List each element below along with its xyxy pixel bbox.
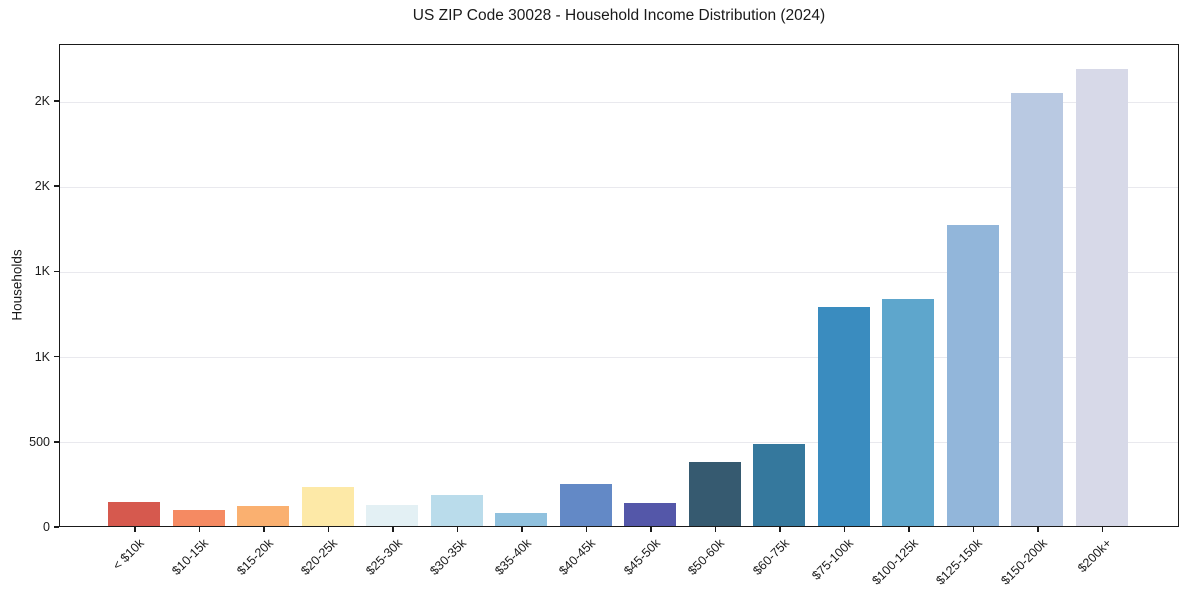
x-tick-label-text: $75-100k: [809, 536, 857, 583]
bar-$25-30k: [366, 504, 419, 526]
x-tick-mark: [972, 527, 975, 532]
x-tick-mark: [908, 527, 910, 532]
bar-$45-50k: [624, 503, 677, 526]
bar-$50-60k: [688, 462, 741, 526]
x-tick-label-text: $35-40k: [492, 536, 534, 578]
x-tick-label-text: $40-45k: [556, 536, 599, 578]
x-tick-mark: [392, 527, 394, 532]
x-tick-mark: [779, 527, 781, 532]
y-tick-mark: [54, 100, 59, 102]
x-tick-mark: [521, 527, 523, 532]
x-tick-label-text: $100-125k: [869, 536, 921, 588]
x-tick-mark: [714, 527, 717, 532]
bar-$60-75k: [753, 444, 806, 526]
x-tick-label-text: $200k+: [1075, 536, 1115, 576]
bar-$75-100k: [817, 307, 870, 526]
bar-$20-25k: [301, 486, 354, 526]
x-tick-label-text: $60-75k: [750, 536, 792, 578]
y-tick-label: 1K: [34, 349, 50, 364]
chart-title: US ZIP Code 30028 - Household Income Dis…: [412, 7, 826, 24]
bar-< $10k: [108, 502, 161, 526]
bar-$10-15k: [172, 509, 225, 526]
y-tick-label: 2K: [34, 179, 50, 194]
bar-$150-200k: [1011, 92, 1064, 526]
gridline: [60, 271, 1178, 273]
x-tick-label-text: $50-60k: [685, 536, 728, 578]
bar-$15-20k: [237, 505, 290, 526]
x-tick-label-text: $20-25k: [298, 536, 341, 578]
x-tick-mark: [456, 527, 459, 532]
bar-$125-150k: [946, 224, 999, 526]
bar-$100-125k: [882, 298, 935, 526]
gridline: [60, 357, 1178, 359]
y-tick-label: 1K: [34, 264, 50, 279]
y-tick-mark: [54, 270, 59, 273]
x-tick-mark: [843, 527, 846, 532]
x-tick-mark: [263, 527, 265, 532]
x-tick-label-text: $125-150k: [933, 536, 986, 588]
y-tick-mark: [54, 441, 59, 443]
y-tick-mark: [54, 185, 59, 188]
y-tick-label: 0: [43, 520, 50, 534]
x-tick-label-text: $150-200k: [998, 536, 1050, 588]
x-tick-mark: [327, 527, 330, 532]
x-tick-label-text: $25-30k: [363, 536, 405, 578]
x-tick-label-text: $10-15k: [169, 536, 212, 578]
gridline: [60, 186, 1178, 188]
x-tick-mark: [650, 527, 652, 532]
x-tick-label-text: $45-50k: [621, 536, 663, 578]
x-tick-mark: [1037, 527, 1039, 532]
y-tick-label: 500: [29, 434, 50, 449]
x-tick-label-text: $15-20k: [234, 536, 276, 578]
x-tick-label-text: < $10k: [110, 536, 147, 573]
y-tick-label: 2K: [34, 94, 50, 109]
bar-$200k+: [1075, 68, 1128, 526]
y-axis-label-text: Households: [9, 249, 25, 321]
x-tick-mark: [134, 527, 136, 532]
gridline: [60, 101, 1178, 103]
x-tick-mark: [585, 527, 588, 532]
y-tick-mark: [54, 355, 59, 358]
x-tick-mark: [1101, 527, 1104, 532]
bar-$40-45k: [559, 483, 612, 526]
bar-$35-40k: [495, 513, 548, 526]
gridline: [60, 442, 1178, 444]
x-tick-label-text: $30-35k: [427, 536, 470, 578]
y-tick-mark: [54, 526, 59, 528]
x-tick-mark: [198, 527, 201, 532]
bar-$30-35k: [430, 495, 483, 526]
plot-area: [59, 44, 1179, 527]
